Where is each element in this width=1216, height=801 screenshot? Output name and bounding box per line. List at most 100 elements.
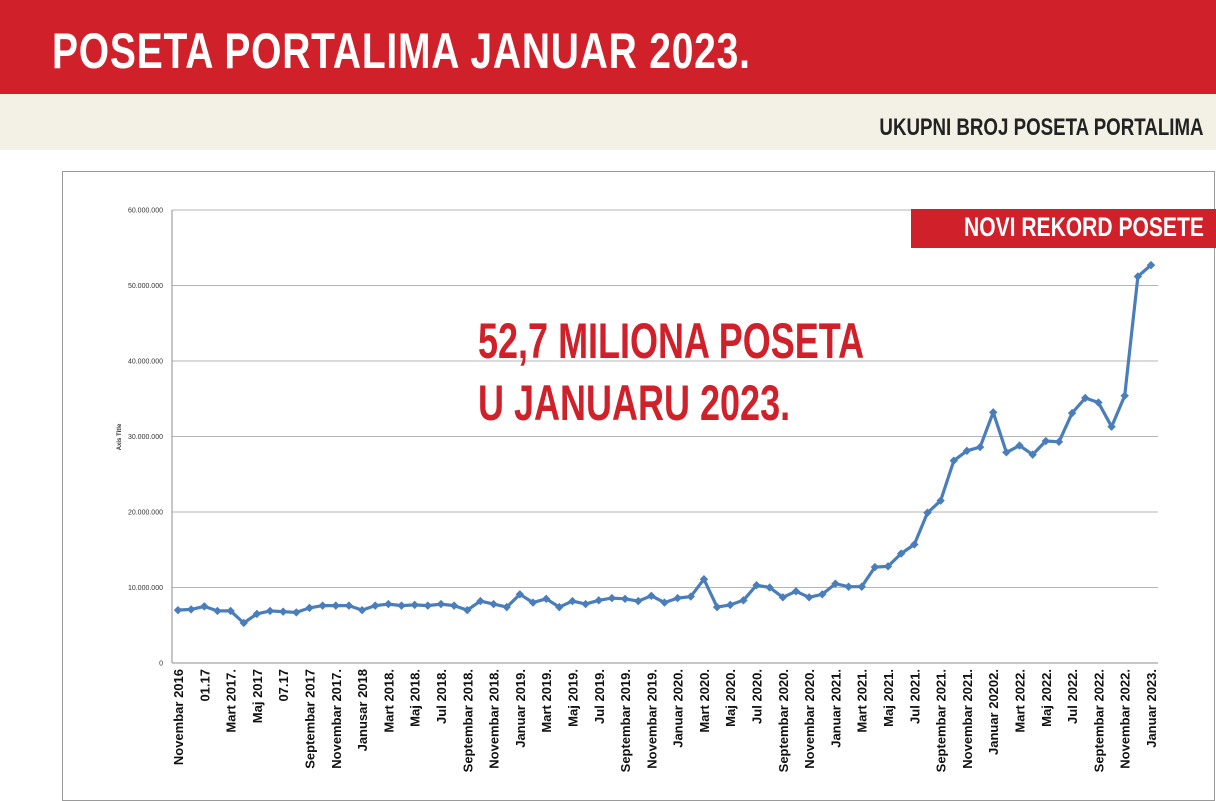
data-point [357,605,367,615]
data-point [896,549,906,558]
data-point [397,601,406,610]
data-point [975,442,985,452]
data-point [1054,437,1064,446]
record-badge-label: NOVI REKORD POSETE [964,212,1204,242]
x-tick-label: Maj 2022. [1039,669,1054,727]
x-tick-label: Jul 2022. [1065,669,1080,724]
data-point [647,591,656,601]
data-point [410,600,419,610]
data-point [252,609,262,619]
page-title: POSETA PORTALIMA JANUAR 2023. [52,23,751,79]
y-tick-label: 0 [159,661,163,668]
data-point [1015,441,1024,450]
data-point [200,602,209,611]
x-tick-label: Januar 2021. [828,669,843,748]
data-point [607,593,617,603]
data-point [989,408,998,417]
x-tick-label: 07.17 [276,669,291,702]
x-tick-label: Maj 2019. [566,669,581,727]
data-point [515,590,525,599]
data-point [752,581,761,590]
data-point [265,606,275,616]
y-tick-label: 60.000.000 [128,208,163,215]
x-tick-label: Novembar 2016 [171,669,186,765]
data-point [857,582,866,591]
data-point [660,598,669,607]
callout-line-1: 52,7 MILIONA POSETA [478,313,865,369]
x-tick-label: Jul 2020. [750,669,765,724]
data-point [489,599,498,609]
x-tick-label: Mart 2019. [539,669,554,733]
x-tick-label: Januar 20202. [986,669,1001,755]
data-point [1028,450,1037,459]
data-point [502,602,511,612]
data-point [883,562,893,571]
x-tick-label: Mart 2017. [224,669,239,733]
x-tick-label: Septembar 2019. [618,669,633,772]
data-point [870,562,880,572]
x-tick-label: Novembar 2017. [329,669,344,769]
data-point [476,596,485,606]
data-point [699,574,709,584]
data-point [936,496,945,505]
callout-line-2: U JANUARU 2023. [478,375,791,431]
chart-frame [62,171,1215,801]
y-axis-title: Axis Title [117,423,123,450]
data-point [1067,408,1077,418]
data-point [634,596,643,606]
x-tick-label: Mart 2022. [1013,669,1028,733]
data-point [541,594,551,604]
data-point [555,602,564,612]
record-badge [911,209,1216,248]
data-point [1002,448,1011,457]
data-point [213,606,222,616]
data-point [778,593,788,602]
y-tick-label: 10.000.000 [128,585,163,592]
data-point [949,456,958,465]
data-point [1146,260,1156,270]
data-point [594,596,603,605]
data-point [436,599,446,609]
data-point [226,606,235,616]
data-point [528,598,538,607]
title-banner [0,0,1216,94]
x-tick-label: Septembar 2021. [934,669,949,772]
x-tick-label: Septembar 2018. [460,669,475,772]
data-point [173,605,183,615]
data-point [384,599,393,609]
x-tick-label: Mart 2021. [855,669,870,733]
x-tick-label: Jul 2019. [592,669,607,724]
x-tick-label: Novembar 2019. [644,669,659,769]
data-point [804,593,814,602]
data-point [581,599,590,609]
data-point [831,579,840,588]
x-tick-label: Mart 2018. [381,669,396,733]
data-point [1041,436,1051,446]
x-tick-label: Januar 2020. [671,669,686,748]
data-point [910,540,919,549]
x-tick-label: Novembar 2021. [960,669,975,769]
x-tick-label: Novembar 2018. [487,669,502,769]
data-point [423,601,433,610]
data-point [344,601,354,610]
data-point [923,508,932,517]
x-tick-label: Maj 2017 [250,669,265,723]
x-tick-label: 01.17 [197,669,212,702]
record-callout: 52,7 MILIONA POSETA U JANUARU 2023. [478,310,864,434]
data-point [686,592,695,601]
data-point [620,594,630,604]
data-point [278,607,288,616]
page-subtitle: UKUPNI BROJ POSETA PORTALIMA [879,114,1204,141]
y-tick-label: 20.000.000 [128,510,163,517]
data-point [449,601,459,610]
x-tick-label: Maj 2021. [881,669,896,727]
data-point [739,596,748,605]
data-point [765,583,774,592]
data-point [818,590,827,599]
x-tick-label: Mart 2020. [697,669,712,733]
subtitle-banner [0,94,1216,150]
y-tick-label: 30.000.000 [128,434,163,441]
data-point [318,601,327,610]
data-point [305,603,314,613]
